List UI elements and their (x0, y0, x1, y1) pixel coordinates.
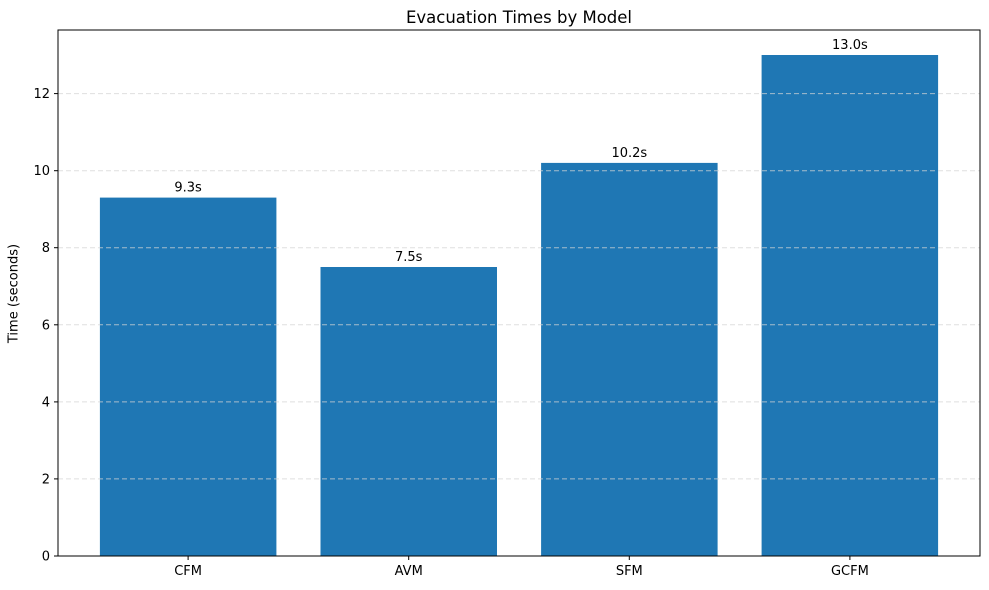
y-tick-label-12: 12 (33, 87, 50, 102)
bar-value-label-SFM: 10.2s (611, 146, 647, 161)
y-tick-label-8: 8 (42, 241, 50, 256)
bar-value-label-GCFM: 13.0s (832, 38, 868, 53)
y-tick-label-6: 6 (42, 318, 50, 333)
bar-value-label-AVM: 7.5s (395, 250, 423, 265)
y-tick-label-2: 2 (42, 472, 50, 487)
x-tick-label-AVM: AVM (395, 564, 423, 579)
plot-frame (57, 29, 981, 557)
bar-SFM (541, 162, 718, 556)
x-tick-label-SFM: SFM (616, 564, 643, 579)
bar-AVM (320, 267, 497, 556)
chart-title: Evacuation Times by Model (405, 8, 633, 27)
y-tick-label-0: 0 (42, 550, 50, 565)
x-tick-label-GCFM: GCFM (831, 564, 869, 579)
bar-value-label-CFM: 9.3s (174, 181, 202, 196)
y-tick-label-4: 4 (42, 395, 50, 410)
y-tick-label-10: 10 (33, 164, 50, 179)
x-tick-label-CFM: CFM (174, 564, 202, 579)
bar-CFM (99, 197, 277, 556)
bar-GCFM (761, 55, 939, 556)
